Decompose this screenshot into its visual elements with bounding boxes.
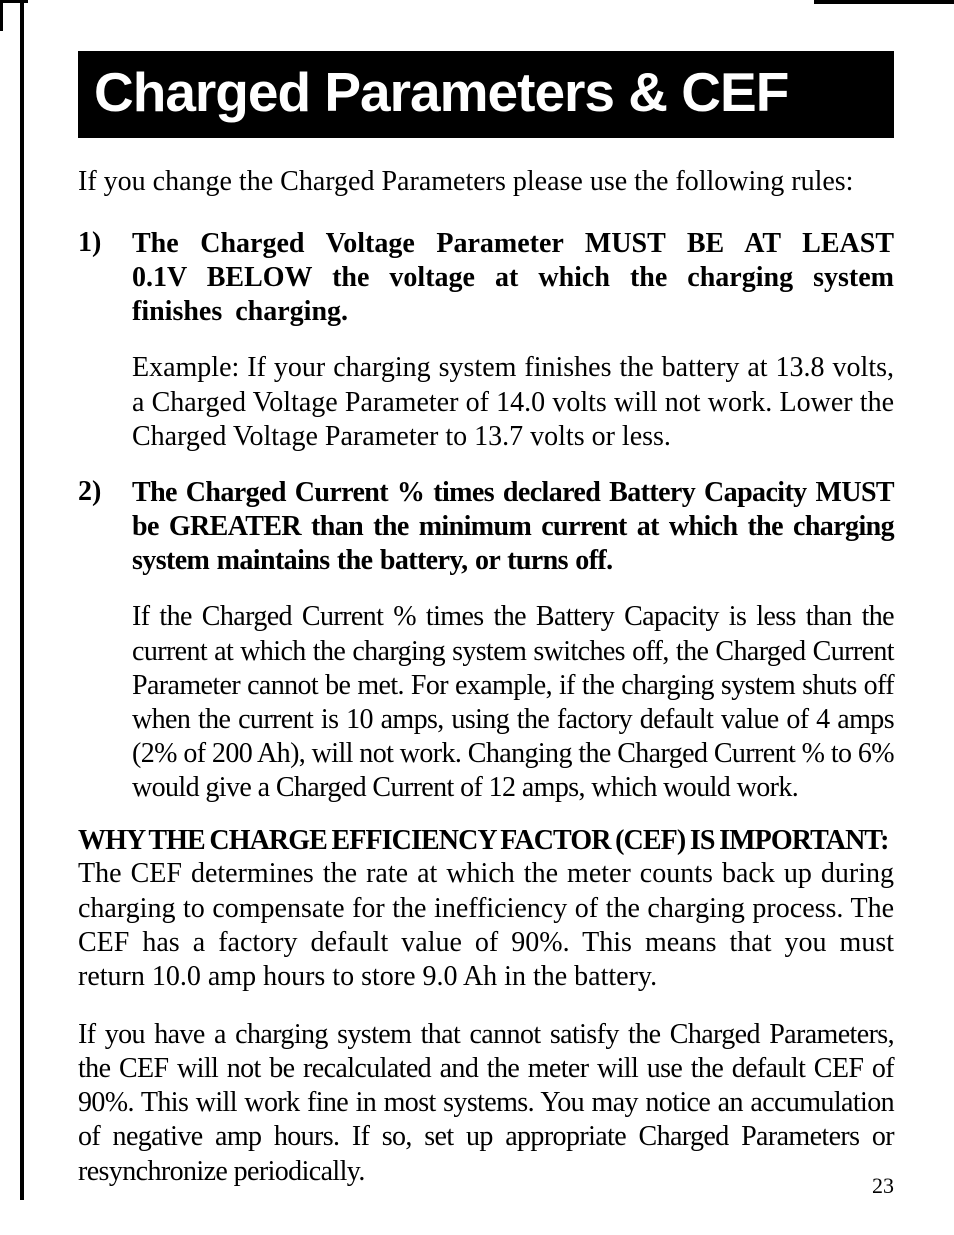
cef-body: The CEF determines the rate at which the… xyxy=(78,857,894,994)
final-paragraph: If you have a charging system that canno… xyxy=(78,1018,894,1189)
page-heading: Charged Parameters & CEF xyxy=(78,51,894,138)
cef-heading: WHY THE CHARGE EFFICIENCY FACTOR (CEF) I… xyxy=(78,825,894,857)
rule-explanation: Example: If your charging system finishe… xyxy=(132,351,894,453)
rule-body: The Charged Current % times declared Bat… xyxy=(132,476,894,805)
rule-item-1: 1) The Charged Voltage Parameter MUST BE… xyxy=(78,227,894,454)
corner-mark-top-right xyxy=(814,0,954,12)
rule-number: 2) xyxy=(78,476,132,805)
intro-text: If you change the Charged Parameters ple… xyxy=(78,164,894,199)
page-number: 23 xyxy=(872,1173,894,1199)
left-margin-rule xyxy=(20,0,24,1200)
rule-explanation: If the Charged Current % times the Batte… xyxy=(132,600,894,805)
rule-body: The Charged Voltage Parameter MUST BE AT… xyxy=(132,227,894,454)
rule-number: 1) xyxy=(78,227,132,454)
rule-title: The Charged Current % times declared Bat… xyxy=(132,476,894,578)
page: Charged Parameters & CEF If you change t… xyxy=(0,0,954,1235)
rule-item-2: 2) The Charged Current % times declared … xyxy=(78,476,894,805)
rule-title: The Charged Voltage Parameter MUST BE AT… xyxy=(132,227,894,329)
